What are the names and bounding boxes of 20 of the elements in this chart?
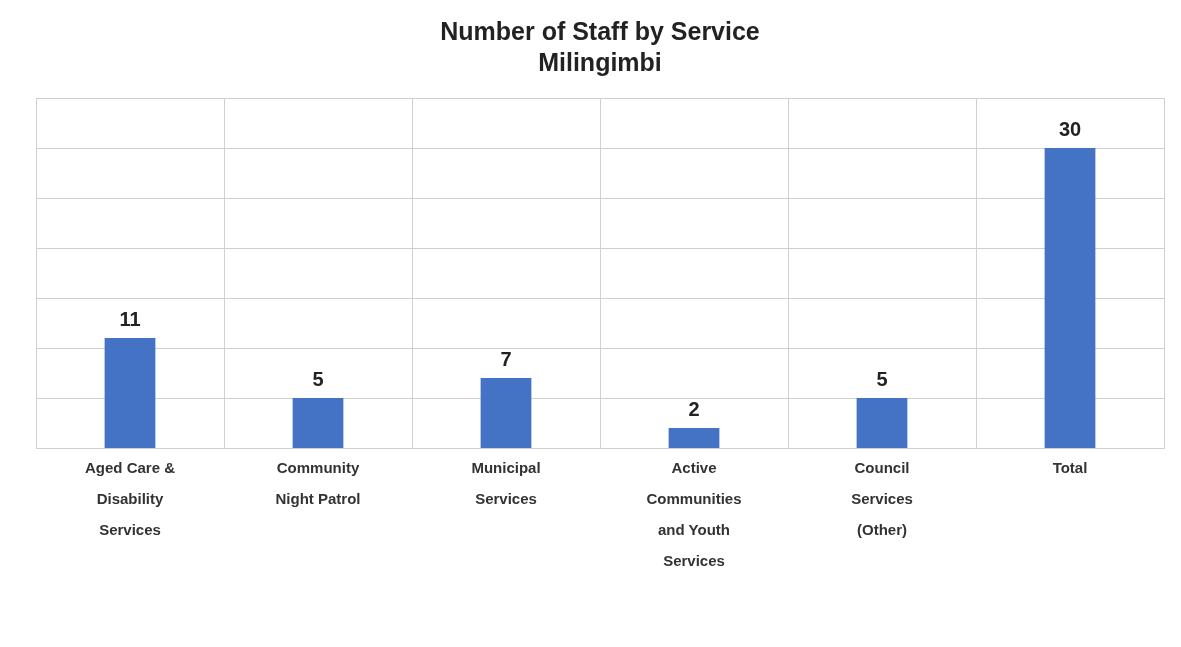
bar — [480, 378, 532, 448]
bar — [856, 398, 908, 448]
bar — [668, 428, 720, 448]
bar — [104, 338, 156, 448]
x-tick-label: Total — [1052, 458, 1088, 476]
x-tick-label: Community Night Patrol — [275, 458, 361, 507]
x-tick-label: Aged Care & Disability Services — [84, 458, 176, 538]
data-label: 5 — [312, 368, 324, 390]
data-label: 11 — [119, 308, 141, 330]
x-tick-label: Active Communities and Youth Services — [646, 458, 742, 569]
data-label: 2 — [688, 398, 700, 420]
x-tick-label: Council Services (Other) — [851, 458, 913, 538]
bar — [292, 398, 344, 448]
data-label: 7 — [500, 348, 512, 370]
x-tick-label: Municipal Services — [471, 458, 541, 507]
chart-title: Number of Staff by Service — [440, 17, 760, 45]
bar — [1044, 148, 1096, 448]
data-label: 5 — [876, 368, 888, 390]
data-label: 30 — [1058, 118, 1082, 140]
chart-subtitle: Milingimbi — [538, 48, 662, 76]
